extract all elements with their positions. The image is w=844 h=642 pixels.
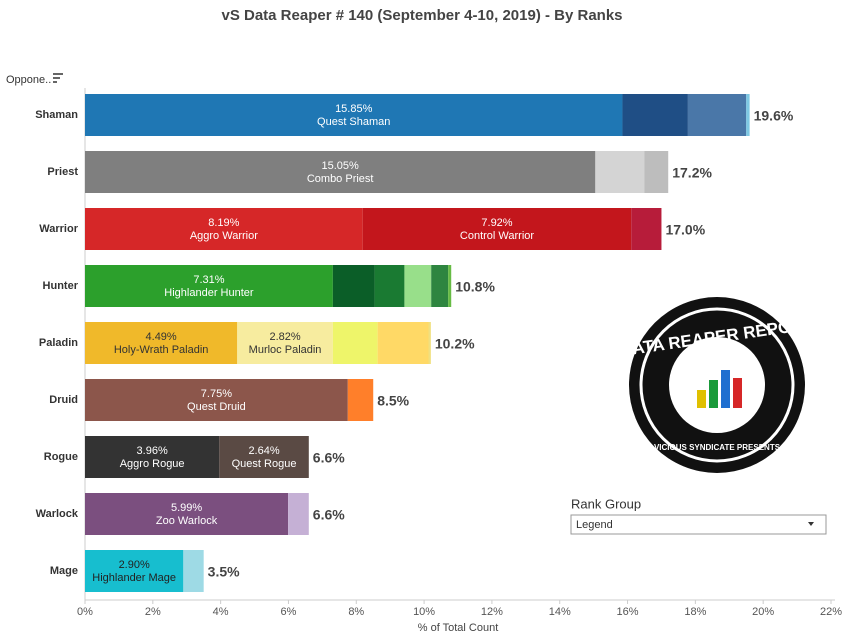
total-label: 17.0%: [665, 222, 705, 238]
segment-value-label: 5.99%: [171, 502, 202, 514]
segment-value-label: 7.92%: [481, 217, 512, 229]
segment-name-label: Highlander Mage: [92, 572, 176, 584]
bar-segment: [687, 94, 747, 136]
x-tick-label: 22%: [820, 606, 842, 618]
logo: DATA REAPER REPORT VICIOUS SYNDICATE PRE…: [619, 297, 815, 473]
bar-segment: [428, 322, 431, 364]
category-label: Paladin: [39, 337, 78, 349]
segment-name-label: Combo Priest: [307, 173, 374, 185]
bar-segment: [85, 493, 289, 535]
bar-segment: [631, 208, 662, 250]
total-label: 6.6%: [313, 450, 345, 466]
segment-name-label: Zoo Warlock: [156, 515, 218, 527]
bar-segment: [448, 265, 452, 307]
category-label: Priest: [47, 166, 78, 178]
x-axis-title: % of Total Count: [418, 622, 499, 634]
segment-name-label: Murloc Paladin: [249, 344, 322, 356]
bar-segment: [85, 436, 220, 478]
segment-name-label: Quest Druid: [187, 401, 246, 413]
dropdown-text: Legend: [576, 519, 613, 531]
x-tick-label: 6%: [281, 606, 297, 618]
segment-name-label: Quest Shaman: [317, 116, 390, 128]
category-label: Hunter: [43, 280, 79, 292]
bar-segment: [622, 94, 688, 136]
category-label: Shaman: [35, 109, 78, 121]
bar-segment: [85, 151, 596, 193]
segment-value-label: 15.05%: [322, 160, 360, 172]
category-label: Druid: [49, 394, 78, 406]
bar-segment: [431, 265, 449, 307]
bar-segment: [237, 322, 333, 364]
segment-name-label: Aggro Warrior: [190, 230, 258, 242]
sort-icon[interactable]: [53, 73, 63, 83]
logo-bottom: VICIOUS SYNDICATE PRESENTS: [654, 443, 781, 452]
segment-name-label: Control Warrior: [460, 230, 534, 242]
legend-dropdown[interactable]: Legend: [570, 514, 827, 535]
bar-segment: [183, 550, 204, 592]
x-tick-label: 14%: [549, 606, 571, 618]
bar-segment: [332, 322, 378, 364]
segment-name-label: Highlander Hunter: [164, 287, 254, 299]
bar-segment: [332, 265, 375, 307]
x-tick-label: 20%: [752, 606, 774, 618]
total-label: 19.6%: [754, 108, 794, 124]
bar-segment: [404, 265, 432, 307]
bar-segment: [85, 94, 623, 136]
x-tick-label: 18%: [684, 606, 706, 618]
segment-value-label: 8.19%: [208, 217, 239, 229]
category-label: Mage: [50, 565, 78, 577]
bar-segment: [377, 322, 429, 364]
chart-title: vS Data Reaper # 140 (September 4-10, 20…: [221, 7, 622, 24]
x-tick-label: 2%: [145, 606, 161, 618]
bar-segment: [347, 379, 374, 421]
legend-title: Rank Group: [571, 496, 641, 511]
total-label: 3.5%: [208, 564, 240, 580]
total-label: 10.2%: [435, 336, 475, 352]
bar-segment: [362, 208, 632, 250]
x-tick-label: 16%: [617, 606, 639, 618]
segment-value-label: 2.64%: [248, 445, 279, 457]
segment-value-label: 3.96%: [137, 445, 168, 457]
segment-name-label: Holy-Wrath Paladin: [114, 344, 209, 356]
bars: Shaman 15.85%Quest Shaman 19.6% Priest 15.05…: [35, 94, 794, 592]
segment-name-label: Aggro Rogue: [120, 458, 185, 470]
total-label: 6.6%: [313, 507, 345, 523]
segment-name-label: Quest Rogue: [232, 458, 297, 470]
bar-segment: [85, 550, 184, 592]
bar-segment: [288, 493, 309, 535]
bar-segment: [85, 208, 363, 250]
segment-value-label: 7.75%: [201, 388, 232, 400]
x-tick-label: 0%: [77, 606, 93, 618]
segment-value-label: 2.90%: [119, 559, 150, 571]
bar-segment: [595, 151, 645, 193]
bar-segment: [746, 94, 750, 136]
bar-segment: [85, 322, 238, 364]
x-tick-label: 10%: [413, 606, 435, 618]
bar-segment: [644, 151, 669, 193]
bar-segment: [85, 265, 333, 307]
bar-segment: [85, 379, 348, 421]
total-label: 17.2%: [672, 165, 712, 181]
x-tick-label: 8%: [348, 606, 364, 618]
bar-segment: [219, 436, 309, 478]
bar-segment: [374, 265, 405, 307]
category-label: Warrior: [39, 223, 78, 235]
segment-value-label: 4.49%: [146, 331, 177, 343]
y-header: Oppone..: [6, 74, 51, 86]
total-label: 10.8%: [455, 279, 495, 295]
total-label: 8.5%: [377, 393, 409, 409]
category-label: Rogue: [44, 451, 78, 463]
category-label: Warlock: [36, 508, 79, 520]
segment-value-label: 15.85%: [335, 103, 373, 115]
x-tick-label: 12%: [481, 606, 503, 618]
x-tick-label: 4%: [213, 606, 229, 618]
segment-value-label: 7.31%: [193, 274, 224, 286]
segment-value-label: 2.82%: [269, 331, 300, 343]
